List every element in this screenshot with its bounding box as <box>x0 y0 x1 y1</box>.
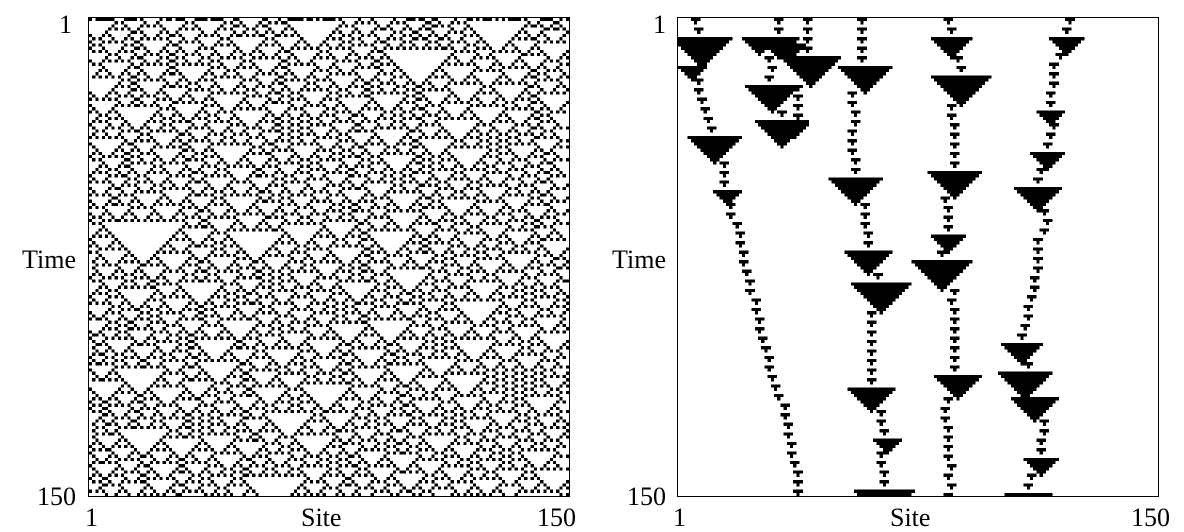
left-y-bottom-tick: 150 <box>4 484 76 510</box>
right-y-axis-label: Time <box>594 247 666 273</box>
right-y-bottom-tick: 150 <box>594 484 666 510</box>
right-spacetime-plot <box>677 17 1159 497</box>
left-y-top-tick: 1 <box>40 12 72 38</box>
left-x-left-tick: 1 <box>85 505 98 531</box>
right-y-top-tick: 1 <box>634 12 666 38</box>
right-x-right-tick: 150 <box>1131 505 1170 531</box>
right-x-axis-label: Site <box>890 505 930 531</box>
left-x-axis-label: Site <box>301 505 341 531</box>
left-spacetime-plot <box>88 17 570 497</box>
right-spacetime-cells <box>678 18 1158 496</box>
left-y-axis-label: Time <box>4 247 76 273</box>
left-spacetime-cells <box>89 18 569 496</box>
right-x-left-tick: 1 <box>673 505 686 531</box>
left-x-right-tick: 150 <box>537 505 576 531</box>
